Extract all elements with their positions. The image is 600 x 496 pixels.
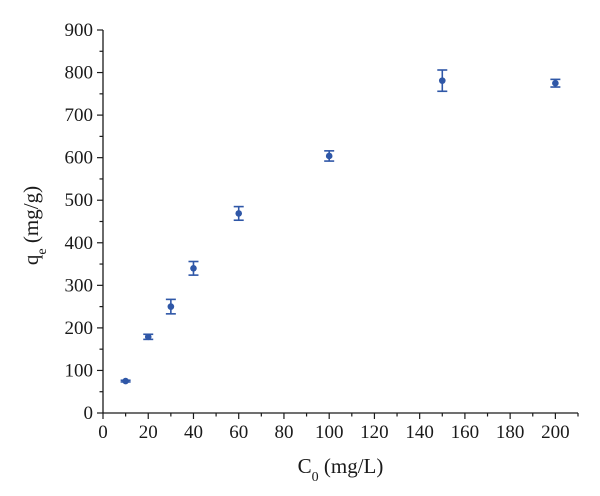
x-axis: 0 20 40 60 80 100 120 140 160 180 200 bbox=[98, 412, 579, 443]
y-tick-label: 100 bbox=[65, 360, 94, 381]
y-axis-title: qe (mg/g) bbox=[19, 186, 50, 265]
y-tick-label: 0 bbox=[84, 403, 94, 424]
y-tick-label: 500 bbox=[65, 190, 94, 211]
y-tick-label: 600 bbox=[65, 148, 94, 169]
y-tick-label: 800 bbox=[65, 63, 94, 84]
x-tick-label: 0 bbox=[98, 422, 108, 443]
x-tick-label: 140 bbox=[405, 422, 434, 443]
y-axis-title-unit: (mg/g) bbox=[19, 186, 43, 248]
x-axis-title-unit: (mg/L) bbox=[319, 454, 384, 478]
data-marks bbox=[120, 69, 561, 385]
y-axis-title-main: q bbox=[19, 254, 43, 265]
x-axis-title: C0 (mg/L) bbox=[298, 454, 384, 485]
data-point bbox=[235, 210, 243, 217]
x-tick-label: 80 bbox=[274, 422, 293, 443]
data-point bbox=[167, 303, 175, 310]
x-tick-label: 40 bbox=[184, 422, 203, 443]
x-tick-label: 20 bbox=[139, 422, 158, 443]
data-point bbox=[325, 152, 333, 160]
data-point bbox=[552, 79, 559, 87]
data-point bbox=[190, 265, 197, 272]
x-tick-label: 100 bbox=[315, 422, 344, 443]
y-axis: 0 100 200 300 400 500 600 700 800 900 bbox=[65, 20, 104, 424]
x-axis-title-sub: 0 bbox=[312, 470, 319, 485]
x-tick-label: 120 bbox=[360, 422, 389, 443]
x-tick-label: 60 bbox=[229, 422, 248, 443]
y-axis-title-sub: e bbox=[35, 248, 50, 254]
x-tick-label: 180 bbox=[496, 422, 525, 443]
x-tick-label: 160 bbox=[451, 422, 480, 443]
y-tick-label: 300 bbox=[65, 275, 94, 296]
data-point bbox=[144, 333, 152, 341]
y-tick-label: 900 bbox=[65, 20, 94, 41]
y-tick-label: 700 bbox=[65, 105, 94, 126]
y-tick-label: 400 bbox=[65, 233, 94, 254]
y-tick-label: 200 bbox=[65, 318, 94, 339]
x-tick-label: 200 bbox=[541, 422, 570, 443]
data-point bbox=[438, 77, 446, 84]
x-axis-title-main: C bbox=[298, 454, 312, 478]
data-point bbox=[122, 377, 129, 385]
